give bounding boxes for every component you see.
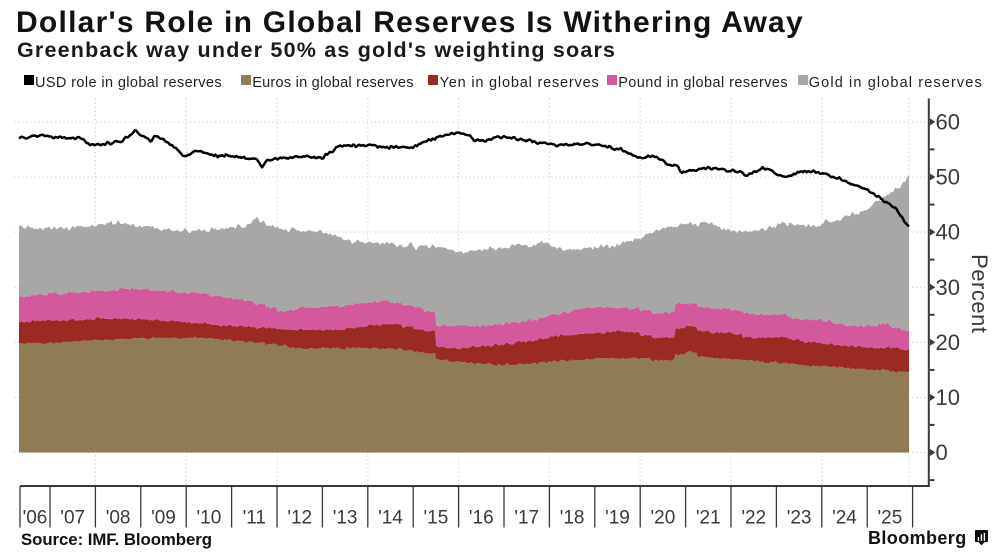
svg-text:'21: '21 (696, 508, 721, 529)
svg-text:'12: '12 (287, 508, 312, 529)
svg-text:0: 0 (936, 440, 948, 465)
svg-text:'08: '08 (106, 508, 131, 529)
svg-text:'19: '19 (605, 508, 630, 529)
svg-text:'09: '09 (151, 508, 176, 529)
svg-text:'18: '18 (560, 508, 585, 529)
svg-text:'22: '22 (741, 508, 766, 529)
svg-text:'14: '14 (378, 508, 403, 529)
svg-text:'15: '15 (424, 508, 449, 529)
svg-text:'20: '20 (651, 508, 676, 529)
svg-text:'25: '25 (878, 508, 903, 529)
svg-text:40: 40 (936, 220, 960, 245)
svg-text:50: 50 (936, 165, 960, 190)
svg-text:'06: '06 (23, 508, 48, 529)
svg-text:10: 10 (936, 385, 960, 410)
svg-text:'13: '13 (333, 508, 358, 529)
svg-text:30: 30 (936, 275, 960, 300)
svg-text:20: 20 (936, 330, 960, 355)
svg-text:'10: '10 (197, 508, 222, 529)
svg-text:'23: '23 (787, 508, 812, 529)
svg-text:'11: '11 (243, 508, 266, 529)
svg-text:'24: '24 (832, 508, 857, 529)
svg-text:'17: '17 (514, 508, 539, 529)
svg-text:Percent: Percent (967, 254, 992, 333)
svg-text:'16: '16 (469, 508, 494, 529)
svg-text:60: 60 (936, 110, 960, 135)
svg-text:'07: '07 (60, 508, 85, 529)
